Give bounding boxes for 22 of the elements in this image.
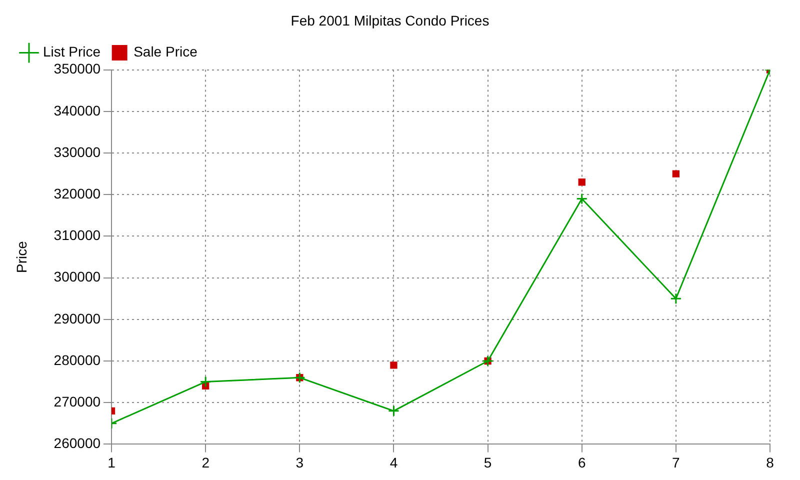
y-tick-label: 280000: [54, 352, 101, 368]
x-tick-label: 2: [202, 454, 210, 470]
y-tick-label: 290000: [54, 310, 101, 326]
y-tick-label: 270000: [54, 393, 101, 410]
y-tick-label: 350000: [54, 60, 101, 77]
y-tick-label: 340000: [54, 102, 101, 118]
x-tick-label: 7: [672, 454, 680, 470]
y-tick-label: 330000: [54, 144, 101, 160]
y-tick-label: 310000: [54, 227, 101, 244]
x-tick-label: 1: [108, 454, 116, 470]
chart-title: Feb 2001 Milpitas Condo Prices: [290, 12, 490, 28]
x-tick-label: 5: [484, 454, 492, 470]
x-tick-label: 3: [296, 454, 304, 470]
y-tick-label: 320000: [54, 185, 101, 202]
y-tick-label: 300000: [54, 268, 101, 285]
x-tick-label: 8: [766, 454, 774, 470]
y-tick-label: 260000: [54, 435, 101, 452]
legend-label: List Price: [43, 44, 101, 60]
y-axis-title: Price: [13, 240, 30, 273]
x-tick-label: 4: [390, 454, 398, 470]
x-tick-label: 6: [578, 454, 586, 470]
legend-label: Sale Price: [134, 44, 198, 60]
